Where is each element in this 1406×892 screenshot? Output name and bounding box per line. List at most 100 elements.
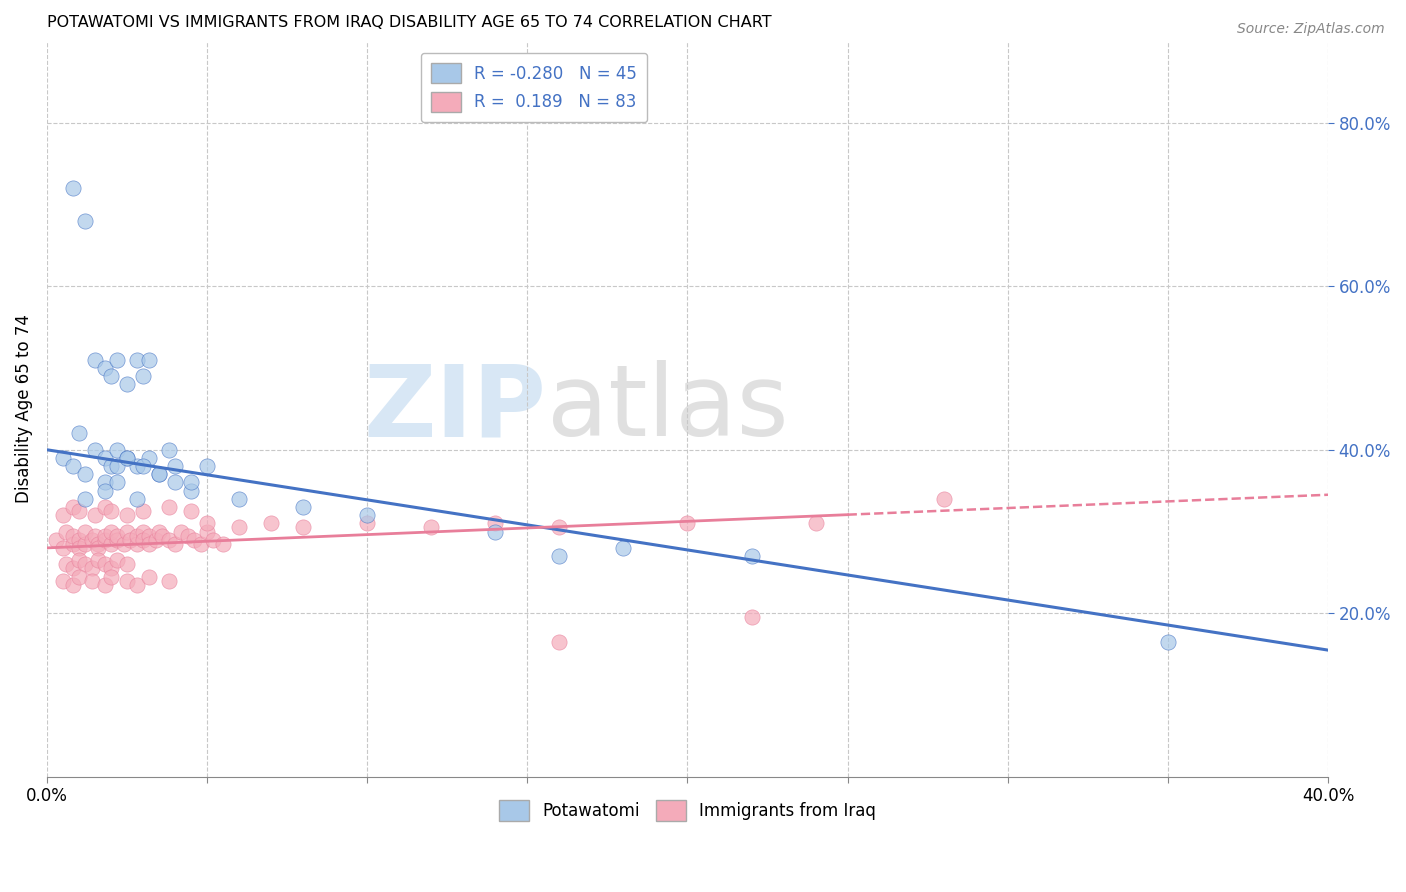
Point bbox=[115, 558, 138, 572]
Point bbox=[67, 533, 90, 547]
Point bbox=[75, 558, 97, 572]
Point bbox=[138, 537, 160, 551]
Text: POTAWATOMI VS IMMIGRANTS FROM IRAQ DISABILITY AGE 65 TO 74 CORRELATION CHART: POTAWATOMI VS IMMIGRANTS FROM IRAQ DISAB… bbox=[46, 15, 772, 30]
Point bbox=[93, 450, 115, 465]
Point bbox=[157, 574, 180, 588]
Point bbox=[52, 541, 75, 555]
Point bbox=[138, 528, 160, 542]
Point bbox=[741, 549, 763, 563]
Point bbox=[75, 467, 97, 482]
Point bbox=[100, 504, 122, 518]
Point bbox=[115, 508, 138, 523]
Point bbox=[138, 352, 160, 367]
Point bbox=[132, 369, 155, 384]
Point bbox=[62, 528, 84, 542]
Point bbox=[612, 541, 634, 555]
Point bbox=[148, 467, 170, 482]
Point bbox=[420, 520, 443, 534]
Point bbox=[52, 574, 75, 588]
Point bbox=[84, 528, 107, 542]
Point bbox=[100, 524, 122, 539]
Point bbox=[228, 520, 250, 534]
Point bbox=[148, 524, 170, 539]
Point bbox=[125, 491, 148, 506]
Point bbox=[292, 520, 315, 534]
Point bbox=[67, 426, 90, 441]
Point bbox=[93, 558, 115, 572]
Point bbox=[84, 352, 107, 367]
Text: Source: ZipAtlas.com: Source: ZipAtlas.com bbox=[1237, 22, 1385, 37]
Point bbox=[163, 475, 186, 490]
Point bbox=[1157, 635, 1180, 649]
Point bbox=[163, 537, 186, 551]
Point bbox=[105, 553, 128, 567]
Point bbox=[548, 520, 571, 534]
Point bbox=[62, 181, 84, 195]
Point bbox=[132, 459, 155, 474]
Point bbox=[62, 561, 84, 575]
Point bbox=[150, 528, 173, 542]
Point bbox=[115, 377, 138, 392]
Point bbox=[356, 508, 378, 523]
Point bbox=[157, 533, 180, 547]
Point bbox=[62, 500, 84, 514]
Point bbox=[100, 459, 122, 474]
Point bbox=[112, 537, 135, 551]
Point bbox=[202, 533, 225, 547]
Point bbox=[93, 528, 115, 542]
Point bbox=[260, 516, 283, 531]
Point bbox=[100, 537, 122, 551]
Point bbox=[190, 537, 212, 551]
Point bbox=[55, 524, 77, 539]
Point bbox=[195, 459, 218, 474]
Point bbox=[75, 537, 97, 551]
Point bbox=[105, 442, 128, 457]
Point bbox=[125, 577, 148, 591]
Point bbox=[932, 491, 955, 506]
Point bbox=[120, 533, 142, 547]
Point bbox=[84, 442, 107, 457]
Point bbox=[132, 504, 155, 518]
Point bbox=[52, 450, 75, 465]
Point bbox=[105, 528, 128, 542]
Point bbox=[145, 533, 167, 547]
Point bbox=[93, 577, 115, 591]
Point bbox=[84, 508, 107, 523]
Point bbox=[75, 524, 97, 539]
Point bbox=[105, 352, 128, 367]
Point bbox=[115, 574, 138, 588]
Point bbox=[183, 533, 205, 547]
Point bbox=[356, 516, 378, 531]
Point bbox=[80, 561, 103, 575]
Point bbox=[180, 504, 202, 518]
Point bbox=[741, 610, 763, 624]
Point bbox=[138, 450, 160, 465]
Point bbox=[87, 553, 110, 567]
Text: atlas: atlas bbox=[547, 360, 789, 458]
Point bbox=[177, 528, 200, 542]
Point bbox=[228, 491, 250, 506]
Point bbox=[676, 516, 699, 531]
Point bbox=[55, 558, 77, 572]
Point bbox=[484, 524, 506, 539]
Point bbox=[75, 491, 97, 506]
Point bbox=[115, 450, 138, 465]
Point bbox=[93, 361, 115, 376]
Point bbox=[100, 369, 122, 384]
Point bbox=[195, 524, 218, 539]
Point bbox=[105, 475, 128, 490]
Point bbox=[87, 537, 110, 551]
Point bbox=[67, 569, 90, 583]
Point bbox=[52, 508, 75, 523]
Point bbox=[115, 450, 138, 465]
Point bbox=[157, 442, 180, 457]
Point bbox=[93, 500, 115, 514]
Point bbox=[548, 635, 571, 649]
Point bbox=[170, 524, 193, 539]
Point bbox=[138, 569, 160, 583]
Point bbox=[125, 528, 148, 542]
Point bbox=[180, 475, 202, 490]
Point bbox=[195, 516, 218, 531]
Point bbox=[93, 533, 115, 547]
Point bbox=[67, 541, 90, 555]
